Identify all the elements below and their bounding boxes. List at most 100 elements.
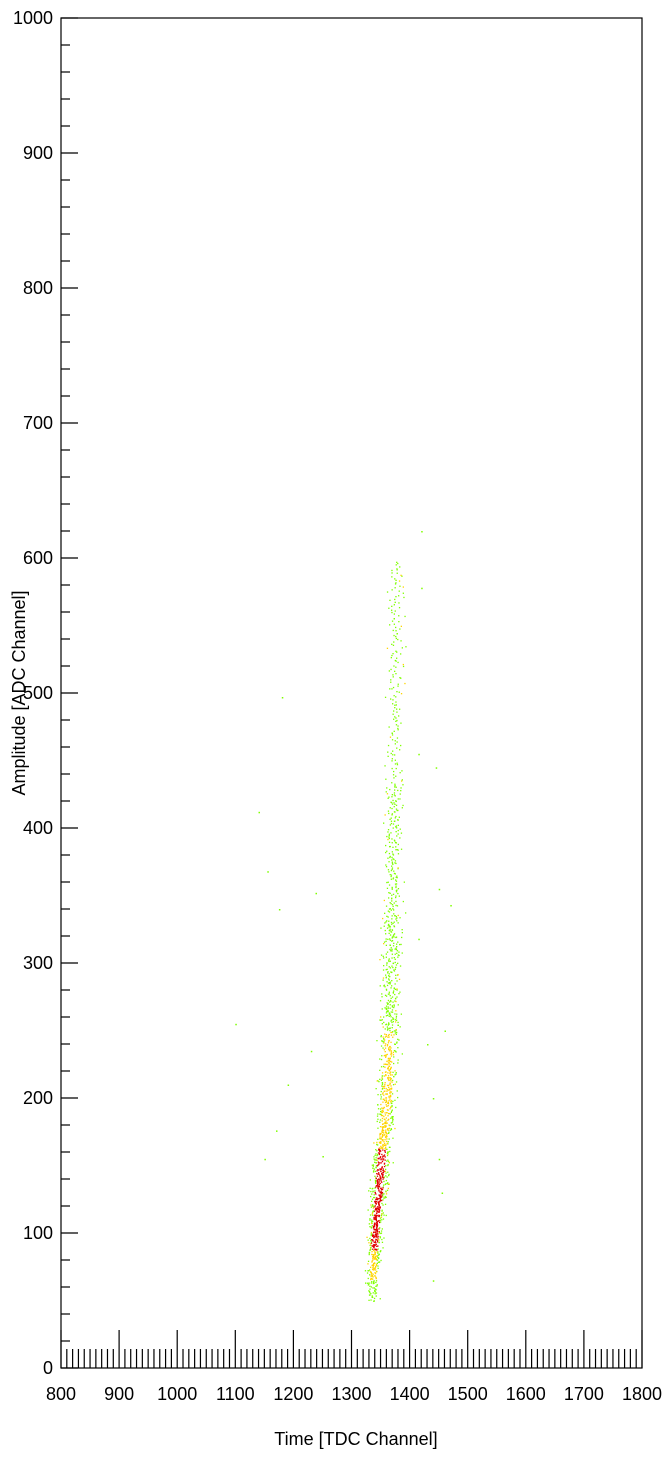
- data-point: [385, 1071, 387, 1073]
- data-point: [390, 1053, 392, 1056]
- data-point: [376, 1197, 378, 1199]
- data-point: [374, 1192, 376, 1194]
- data-point: [389, 1089, 391, 1091]
- data-point: [400, 640, 402, 642]
- data-point: [392, 699, 394, 701]
- data-point: [393, 1056, 395, 1058]
- outlier-point: [438, 888, 441, 891]
- data-point: [395, 936, 398, 938]
- data-point: [389, 1045, 391, 1048]
- outlier-point: [278, 909, 281, 911]
- data-point: [385, 956, 387, 958]
- data-point: [386, 951, 389, 953]
- data-point: [385, 940, 387, 942]
- data-point: [377, 1201, 379, 1203]
- data-point: [395, 650, 397, 652]
- data-point: [376, 1232, 378, 1234]
- data-point: [395, 717, 397, 719]
- data-point: [379, 985, 381, 987]
- data-point: [401, 1053, 403, 1055]
- data-point: [390, 1106, 392, 1109]
- data-point: [394, 953, 396, 955]
- data-point: [384, 1150, 386, 1152]
- data-point: [385, 969, 387, 971]
- data-point: [386, 1182, 389, 1185]
- data-point: [392, 774, 395, 776]
- data-point: [398, 816, 400, 818]
- data-point: [374, 1217, 376, 1219]
- data-point: [385, 1196, 387, 1198]
- data-point: [394, 1050, 397, 1052]
- data-point: [374, 1290, 376, 1293]
- data-point: [387, 1105, 389, 1107]
- data-point: [390, 681, 392, 683]
- data-point: [374, 1222, 376, 1224]
- data-point: [372, 1248, 374, 1250]
- data-point: [395, 704, 397, 706]
- data-point: [379, 1132, 381, 1135]
- data-point: [372, 1239, 374, 1241]
- data-point: [387, 1115, 389, 1117]
- y-tick-label: 100: [23, 1223, 53, 1243]
- data-point: [382, 1178, 384, 1180]
- data-point: [374, 1205, 376, 1207]
- data-point: [388, 836, 390, 838]
- data-point: [379, 1198, 381, 1200]
- data-point: [395, 630, 397, 632]
- outlier-point: [267, 871, 269, 873]
- data-point: [378, 1208, 380, 1210]
- data-point: [382, 1204, 384, 1206]
- data-point: [366, 1272, 369, 1274]
- data-point: [375, 1248, 377, 1250]
- data-point: [382, 1098, 384, 1101]
- data-point: [393, 858, 395, 861]
- data-point: [371, 1200, 373, 1202]
- data-point: [402, 663, 404, 666]
- data-point: [383, 1193, 385, 1195]
- data-point: [385, 1165, 387, 1167]
- data-point: [380, 1216, 383, 1218]
- data-point: [388, 978, 390, 980]
- data-point: [391, 1081, 393, 1083]
- data-point: [382, 917, 384, 920]
- data-point: [375, 1186, 377, 1188]
- data-point: [385, 1172, 387, 1174]
- data-point: [384, 1114, 387, 1116]
- data-point: [380, 1113, 382, 1115]
- data-point: [397, 824, 399, 826]
- data-point: [368, 1282, 370, 1284]
- data-point: [374, 1200, 376, 1203]
- outlier-point: [435, 767, 438, 769]
- data-point: [391, 1009, 394, 1011]
- data-point: [384, 1131, 387, 1134]
- data-point: [390, 971, 392, 973]
- data-point: [388, 1058, 391, 1060]
- data-point: [382, 1123, 384, 1125]
- data-point: [371, 1272, 373, 1275]
- data-point: [397, 956, 399, 958]
- data-point: [373, 1236, 375, 1238]
- data-point: [376, 1141, 378, 1144]
- data-point: [379, 1134, 381, 1136]
- data-point: [382, 1075, 384, 1077]
- data-point: [392, 905, 394, 908]
- data-point: [373, 1217, 375, 1219]
- data-point: [394, 1019, 397, 1021]
- outlier-point: [444, 1030, 446, 1032]
- data-point: [388, 796, 390, 798]
- data-point: [386, 984, 389, 987]
- data-point: [400, 722, 402, 724]
- data-point: [395, 701, 397, 703]
- data-point: [374, 1161, 376, 1163]
- data-point: [379, 1221, 381, 1224]
- data-point: [399, 793, 401, 795]
- data-point: [393, 990, 395, 992]
- data-point: [372, 1278, 374, 1280]
- data-point: [369, 1271, 372, 1273]
- data-point: [381, 1110, 383, 1112]
- data-point: [391, 611, 393, 614]
- data-point: [376, 1143, 378, 1146]
- data-point: [378, 1162, 380, 1164]
- data-point: [376, 1213, 378, 1215]
- data-point: [385, 1193, 388, 1195]
